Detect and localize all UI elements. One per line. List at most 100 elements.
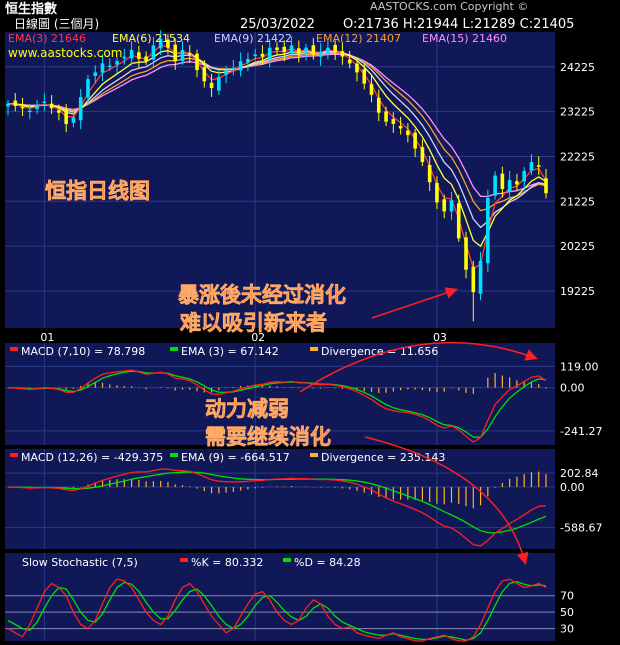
stoch-d-line [7, 581, 547, 641]
candle-body [246, 58, 250, 63]
price-tick-label: 22225 [560, 150, 595, 163]
candlesticks [6, 30, 548, 322]
annotation-chart-title: 恒指日线图 [45, 179, 150, 203]
candle-body [42, 101, 47, 104]
candle-body [420, 147, 425, 163]
candle-body [275, 47, 279, 50]
macd-legend-item: MACD (7,10) = 78.798 [21, 345, 145, 358]
stoch-legend-swatch [180, 558, 188, 562]
candle-body [13, 100, 18, 106]
candle-body [100, 63, 105, 73]
candle-body [187, 53, 192, 55]
macd-legend-item: MACD (12,26) = -429.375 [21, 451, 163, 464]
candle-body [442, 199, 447, 212]
macd-tick-label: 119.00 [560, 360, 599, 373]
stoch-tick-label: 50 [560, 606, 574, 619]
ema-9-line [7, 51, 547, 229]
candle-body [333, 44, 337, 53]
candle-body [86, 79, 90, 98]
candle-body [304, 47, 308, 53]
candle-body [166, 39, 170, 48]
price-tick-label: 24225 [560, 61, 595, 74]
macd-short-plot: 119.00 0.00 -241.27 MACD (7,10) = 78.798 EMA… [5, 343, 602, 445]
stochastic-plot: 70 50 30 Slow Stochastic (7,5) %K = 80.332 %D… [5, 553, 574, 642]
macd-tick-label: 0.00 [560, 382, 585, 395]
ema-legend-item: EMA(15) 21460 [422, 32, 507, 45]
macd-legend-swatch [310, 347, 318, 351]
candle-body [464, 237, 468, 270]
annotation-arrow-3 [364, 436, 529, 565]
stoch-legend-item: %K = 80.332 [191, 556, 263, 569]
candle-body [486, 197, 490, 264]
quote-ohlc: O:21736 H:21944 L:21289 C:21405 [343, 17, 574, 32]
date-axis: 01 02 03 [40, 331, 447, 344]
stochastic-panel [5, 553, 555, 641]
candle-body [209, 82, 214, 89]
candle-body [35, 104, 39, 109]
macd-legend-swatch [170, 453, 178, 457]
candle-body [6, 103, 10, 107]
candle-body [49, 103, 54, 109]
macd-legend-swatch [310, 453, 318, 457]
stoch-title: Slow Stochastic (7,5) [22, 556, 138, 569]
ema-legend-item: EMA(6) 21534 [112, 32, 190, 45]
candle-body [289, 45, 294, 54]
macd-legend-item: EMA (9) = -664.517 [181, 451, 290, 464]
candle-body [129, 49, 134, 59]
price-tick-label: 19225 [560, 285, 595, 298]
candle-body [500, 173, 505, 189]
ema-legend-item: EMA(12) 21407 [316, 32, 401, 45]
candle-body [456, 203, 461, 239]
ema-15-line [7, 53, 547, 198]
candle-body [195, 53, 199, 71]
macd-line [7, 468, 547, 547]
ema-legend-item: EMA(3) 21646 [8, 32, 86, 45]
candle-body [478, 260, 483, 294]
candle-body [260, 53, 265, 57]
copyright-text: AASTOCKS.com Copyright © [370, 0, 528, 13]
candle-body [297, 48, 301, 55]
candle-body [267, 47, 272, 60]
index-title: 恒生指數 [5, 1, 57, 17]
candle-body [318, 52, 323, 57]
ema-legend-item: EMA(9) 21422 [214, 32, 292, 45]
candle-body [376, 97, 381, 113]
macd-tick-label: -588.67 [560, 522, 602, 535]
stoch-legend-item: %D = 84.28 [294, 556, 361, 569]
candle-body [238, 61, 243, 71]
candle-body [507, 180, 512, 192]
price-grid [5, 32, 555, 328]
candle-body [173, 44, 178, 62]
candle-body [384, 111, 388, 122]
candle-body [522, 171, 526, 182]
quote-date: 25/03/2022 [240, 17, 315, 32]
annotation-arrow-2 [299, 341, 538, 393]
macd-short-panel [5, 343, 555, 445]
macd-legend-swatch [10, 347, 18, 351]
macd-long-plot: 202.840.00 -588.67 MACD (12,26) = -429.375… [5, 449, 602, 549]
stoch-tick-label: 70 [560, 590, 574, 603]
annotation-note2-line1: 动力减弱 [205, 397, 289, 421]
macd-line [7, 369, 547, 443]
candle-body [64, 110, 68, 124]
candle-body [57, 110, 61, 113]
candle-body [398, 125, 403, 129]
candle-body [71, 117, 76, 123]
macd-tick-label: 0.00 [560, 481, 585, 494]
price-axis: 24225 23225 22225 21225 20225 19225 [560, 61, 595, 298]
annotation-note1-line2: 难以吸引新来者 [179, 311, 327, 335]
candle-body [115, 61, 119, 65]
candle-body [536, 165, 541, 167]
candle-body [427, 164, 432, 183]
stoch-legend-swatch [283, 558, 291, 562]
candle-body [20, 106, 25, 109]
ema-legend: EMA(3) 21646 EMA(6) 21534 EMA(9) 21422 EMA(… [8, 32, 507, 45]
candle-body [151, 45, 156, 60]
macd-legend-item: Divergence = 11.656 [321, 345, 438, 358]
candle-body [326, 47, 330, 54]
candle-body [137, 52, 141, 59]
candle-body [369, 84, 374, 95]
candle-body [224, 70, 228, 75]
stoch-k-line [7, 578, 547, 642]
